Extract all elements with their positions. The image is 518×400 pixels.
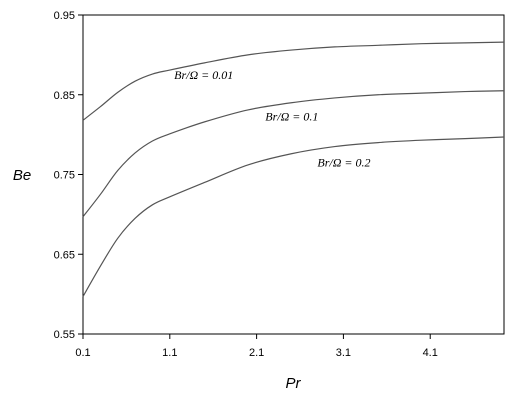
series-lines — [82, 41, 505, 297]
series-label-2: Br/Ω = 0.1 — [265, 109, 318, 123]
x-tick-label: 4.1 — [423, 347, 438, 359]
x-tick-label: 3.1 — [336, 347, 351, 359]
x-tick-label: 1.1 — [162, 347, 177, 359]
x-tick-label: 2.1 — [249, 347, 264, 359]
series-label-1: Br/Ω = 0.01 — [174, 68, 233, 82]
series-label-3: Br/Ω = 0.2 — [317, 156, 370, 170]
y-tick-label: 0.55 — [54, 329, 75, 341]
series-line-1 — [82, 41, 505, 121]
x-axis: 0.1 1.1 2.1 3.1 4.1 — [75, 334, 438, 359]
y-axis: 0.55 0.65 0.75 0.85 0.95 — [54, 10, 83, 341]
y-tick-label: 0.85 — [54, 90, 75, 102]
x-tick-label: 0.1 — [75, 347, 90, 359]
y-tick-label: 0.95 — [54, 10, 75, 22]
series-labels: Br/Ω = 0.01 Br/Ω = 0.1 Br/Ω = 0.2 — [174, 68, 370, 170]
x-axis-title: Pr — [286, 375, 302, 392]
series-line-2 — [82, 90, 505, 218]
y-axis-title: Be — [13, 167, 31, 184]
series-line-3 — [82, 136, 505, 297]
y-tick-label: 0.65 — [54, 249, 75, 261]
plot-area — [82, 14, 505, 335]
y-tick-label: 0.75 — [54, 170, 75, 182]
